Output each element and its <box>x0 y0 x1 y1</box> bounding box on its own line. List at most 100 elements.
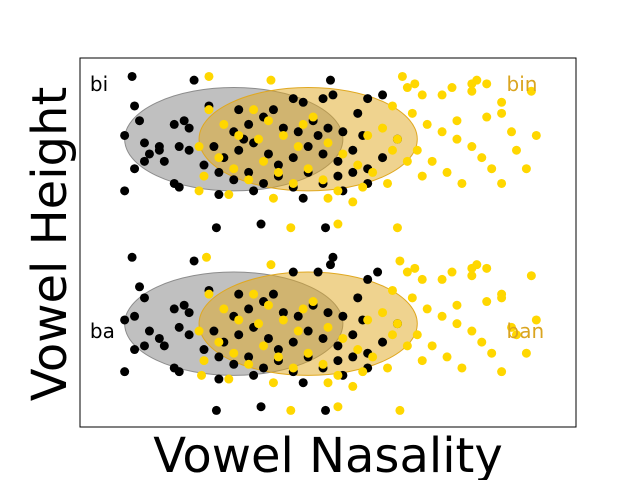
point-nasal <box>511 330 521 340</box>
point-nasal <box>368 167 378 177</box>
point-oral <box>244 167 254 177</box>
point-nasal <box>437 274 447 284</box>
point-nasal <box>457 363 467 373</box>
point-nasal <box>526 86 536 96</box>
point-nasal <box>526 271 536 281</box>
point-oral <box>333 156 343 166</box>
point-nasal <box>467 326 477 336</box>
point-nasal <box>254 319 264 329</box>
point-nasal <box>368 352 378 362</box>
point-nasal <box>263 300 273 310</box>
point-oral <box>214 167 224 177</box>
point-nasal <box>387 101 397 111</box>
point-nasal <box>266 260 276 270</box>
point-nasal <box>273 352 283 362</box>
point-nasal <box>201 252 211 262</box>
point-oral <box>303 326 313 336</box>
point-oral <box>120 315 130 325</box>
point-nasal <box>457 178 467 188</box>
point-oral <box>298 97 308 107</box>
point-nasal <box>353 160 363 170</box>
point-oral <box>159 341 169 351</box>
point-nasal <box>507 322 517 332</box>
point-oral <box>288 337 298 347</box>
point-nasal <box>348 381 358 391</box>
point-nasal <box>482 263 492 273</box>
point-nasal <box>298 304 308 314</box>
point-nasal <box>477 153 487 163</box>
point-nasal <box>286 405 296 415</box>
point-oral <box>249 370 259 380</box>
annotation-ba: ba <box>90 319 115 343</box>
point-oral <box>229 175 239 185</box>
point-nasal <box>410 263 420 273</box>
point-nasal <box>263 116 273 126</box>
point-oral <box>211 405 221 415</box>
point-nasal <box>407 293 417 303</box>
point-nasal <box>412 145 422 155</box>
point-nasal <box>387 145 397 155</box>
point-oral <box>184 330 194 340</box>
point-nasal <box>318 175 328 185</box>
point-nasal <box>204 71 214 81</box>
point-oral <box>127 71 137 81</box>
point-oral <box>130 311 140 321</box>
point-nasal <box>442 167 452 177</box>
point-nasal <box>323 322 333 332</box>
point-oral <box>303 142 313 152</box>
point-nasal <box>333 402 343 412</box>
point-oral <box>169 119 179 129</box>
point-oral <box>169 178 179 188</box>
point-nasal <box>452 134 462 144</box>
point-nasal <box>482 79 492 89</box>
point-nasal <box>194 186 204 196</box>
point-oral <box>211 223 221 233</box>
ellipse-layer <box>124 87 418 376</box>
point-nasal <box>437 90 447 100</box>
point-oral <box>268 105 278 115</box>
point-nasal <box>392 319 402 329</box>
annotation-ban: ban <box>507 319 545 343</box>
point-nasal <box>383 363 393 373</box>
point-nasal <box>358 367 368 377</box>
annotation-layer: bi bin ba ban <box>90 72 544 343</box>
point-oral <box>378 337 388 347</box>
point-oral <box>120 130 130 140</box>
point-nasal <box>204 105 214 115</box>
point-nasal <box>402 83 412 93</box>
point-nasal <box>467 79 477 89</box>
point-nasal <box>293 326 303 336</box>
point-oral <box>278 308 288 318</box>
point-oral <box>244 304 254 314</box>
point-oral <box>189 75 199 85</box>
point-oral <box>288 94 298 104</box>
point-oral <box>189 256 199 266</box>
point-nasal <box>497 108 507 118</box>
point-nasal <box>452 300 462 310</box>
point-oral <box>288 153 298 163</box>
point-nasal <box>197 370 207 380</box>
point-nasal <box>266 75 276 85</box>
point-oral <box>154 333 164 343</box>
point-oral <box>268 289 278 299</box>
point-nasal <box>214 153 224 163</box>
x-axis-label: Vowel Nasality <box>153 428 503 480</box>
point-nasal <box>323 378 333 388</box>
point-nasal <box>204 289 214 299</box>
point-nasal <box>410 79 420 89</box>
point-oral <box>348 167 358 177</box>
point-nasal <box>467 263 477 273</box>
point-oral <box>328 90 338 100</box>
point-nasal <box>333 219 343 229</box>
point-nasal <box>303 348 313 358</box>
point-nasal <box>395 405 405 415</box>
point-oral <box>139 156 149 166</box>
point-oral <box>318 149 328 159</box>
point-oral <box>120 367 130 377</box>
point-oral <box>338 311 348 321</box>
point-nasal <box>417 356 427 366</box>
point-oral <box>169 363 179 373</box>
point-nasal <box>338 333 348 343</box>
point-oral <box>256 402 266 412</box>
